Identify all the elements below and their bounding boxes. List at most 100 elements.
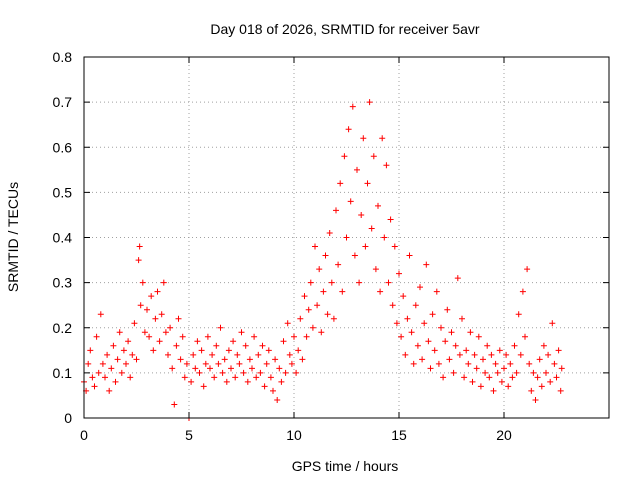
data-point <box>299 356 306 363</box>
data-point <box>524 266 531 273</box>
data-point <box>339 288 346 295</box>
data-point <box>368 225 375 232</box>
data-point <box>414 342 421 349</box>
data-point <box>526 360 533 367</box>
y-tick-label: 0.1 <box>53 365 73 381</box>
data-point <box>177 356 184 363</box>
data-point <box>473 365 480 372</box>
data-point <box>532 396 539 403</box>
data-point <box>385 279 392 286</box>
data-point <box>123 360 129 367</box>
data-point <box>438 324 444 331</box>
data-point <box>429 311 436 318</box>
y-tick-label: 0.2 <box>53 320 73 336</box>
data-point <box>515 311 522 318</box>
data-point <box>110 342 117 349</box>
grid <box>84 57 609 418</box>
data-point <box>288 360 295 367</box>
data-point <box>118 369 125 376</box>
data-point <box>188 378 195 385</box>
data-point <box>175 315 182 322</box>
data-point <box>255 351 262 358</box>
data-point <box>265 347 272 354</box>
data-point <box>322 252 329 259</box>
data-point <box>446 356 453 363</box>
data-point <box>555 347 562 354</box>
data-point <box>221 356 228 363</box>
data-point <box>246 356 253 363</box>
data-point <box>528 387 535 394</box>
data-point <box>91 383 98 390</box>
data-point <box>364 180 371 187</box>
data-point <box>425 338 432 345</box>
data-point <box>274 396 281 403</box>
y-tick-label: 0.8 <box>53 49 73 65</box>
data-point <box>312 243 318 250</box>
x-tick-label: 10 <box>286 427 302 443</box>
data-point <box>400 293 407 300</box>
data-point <box>225 347 232 354</box>
data-point <box>360 135 367 142</box>
data-point <box>456 351 463 358</box>
data-point <box>263 360 270 367</box>
data-point <box>389 302 396 309</box>
data-point <box>154 288 161 295</box>
data-point <box>173 342 180 349</box>
data-point <box>282 369 289 376</box>
data-point <box>133 356 140 363</box>
data-point <box>114 356 121 363</box>
data-point <box>202 360 209 367</box>
data-point <box>417 284 423 291</box>
data-point <box>150 347 157 354</box>
data-point <box>406 252 413 259</box>
data-point <box>200 383 207 390</box>
data-point <box>144 306 150 313</box>
y-tick-label: 0.4 <box>53 230 73 246</box>
data-point <box>253 374 260 381</box>
y-tick-label: 0 <box>64 410 72 426</box>
data-point <box>270 387 276 394</box>
data-point <box>301 293 308 300</box>
data-point <box>183 360 190 367</box>
data-point <box>129 351 136 358</box>
data-point <box>291 333 297 340</box>
data-point <box>402 351 409 358</box>
y-axis-label: SRMTID / TECUs <box>5 182 21 292</box>
data-point <box>503 351 510 358</box>
data-point <box>433 288 440 295</box>
data-point <box>465 360 472 367</box>
data-point <box>104 351 111 358</box>
data-point <box>469 378 476 385</box>
data-point <box>217 324 224 331</box>
data-point <box>335 261 342 268</box>
data-point <box>482 369 489 376</box>
data-point <box>354 166 360 173</box>
data-point <box>93 333 100 340</box>
data-point <box>358 211 365 218</box>
data-point <box>484 342 491 349</box>
data-point <box>366 99 373 106</box>
data-point <box>286 351 293 358</box>
data-point <box>393 320 400 327</box>
x-tick-label: 0 <box>80 427 88 443</box>
data-point <box>305 306 312 313</box>
data-point <box>444 306 451 313</box>
x-tick-label: 5 <box>185 427 193 443</box>
data-point <box>461 374 468 381</box>
data-point <box>396 270 402 277</box>
data-point <box>557 387 564 394</box>
data-point <box>198 347 205 354</box>
data-point <box>440 374 447 381</box>
data-point <box>85 360 92 367</box>
data-point <box>372 266 379 273</box>
data-point <box>459 315 465 322</box>
data-point <box>547 378 554 385</box>
data-points <box>81 99 565 421</box>
data-point <box>209 351 216 358</box>
data-point <box>480 356 486 363</box>
data-point <box>125 338 132 345</box>
data-point <box>97 311 104 318</box>
data-point <box>431 347 438 354</box>
x-tick-label: 15 <box>391 427 407 443</box>
data-point <box>383 162 390 169</box>
